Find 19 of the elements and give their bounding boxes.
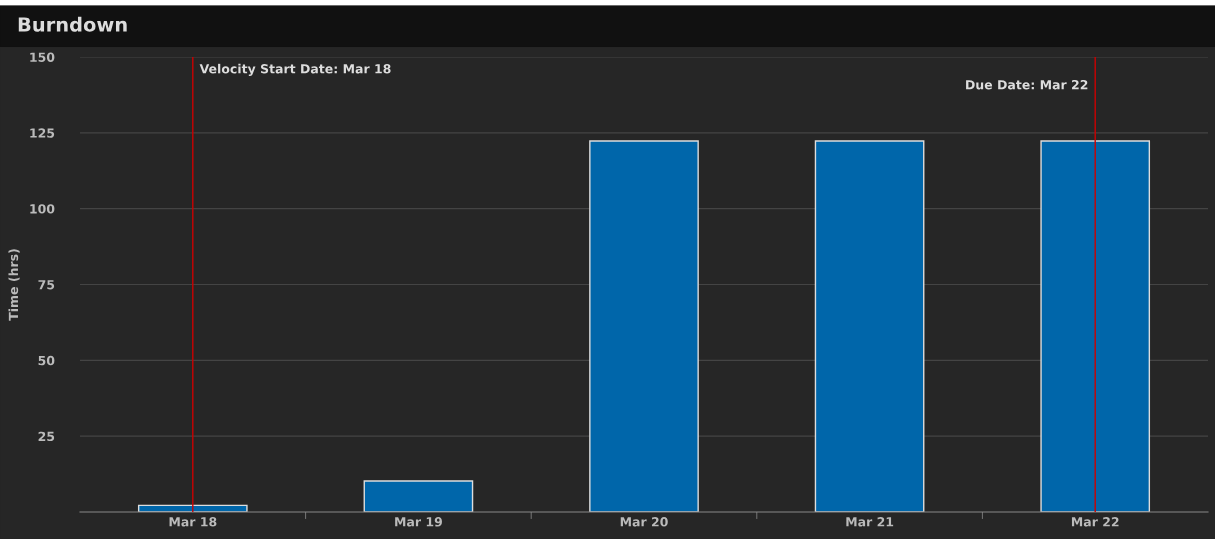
x-tick-label: Mar 21 — [846, 517, 894, 527]
y-tick-label: 75 — [38, 280, 55, 290]
x-tick-label: Mar 18 — [169, 517, 217, 527]
y-tick-label: 50 — [38, 355, 55, 366]
y-axis-title: Time (hrs) — [8, 249, 20, 321]
y-tick-label: 100 — [30, 204, 55, 214]
bar — [1040, 140, 1151, 512]
ref-line-label: Due Date: Mar 22 — [966, 79, 1088, 90]
bar — [589, 140, 699, 512]
y-tick-label: 25 — [38, 431, 55, 442]
y-tick-label: 150 — [30, 52, 55, 62]
x-tick-label: Mar 22 — [1071, 517, 1119, 527]
bar — [363, 480, 474, 512]
x-tick-label: Mar 20 — [620, 517, 668, 527]
ref-line-label: Velocity Start Date: Mar 18 — [199, 63, 391, 77]
y-tick-label: 125 — [30, 128, 55, 138]
bar — [814, 140, 925, 512]
chart-title: Burndown — [18, 16, 127, 32]
x-tick-label: Mar 19 — [395, 517, 442, 527]
